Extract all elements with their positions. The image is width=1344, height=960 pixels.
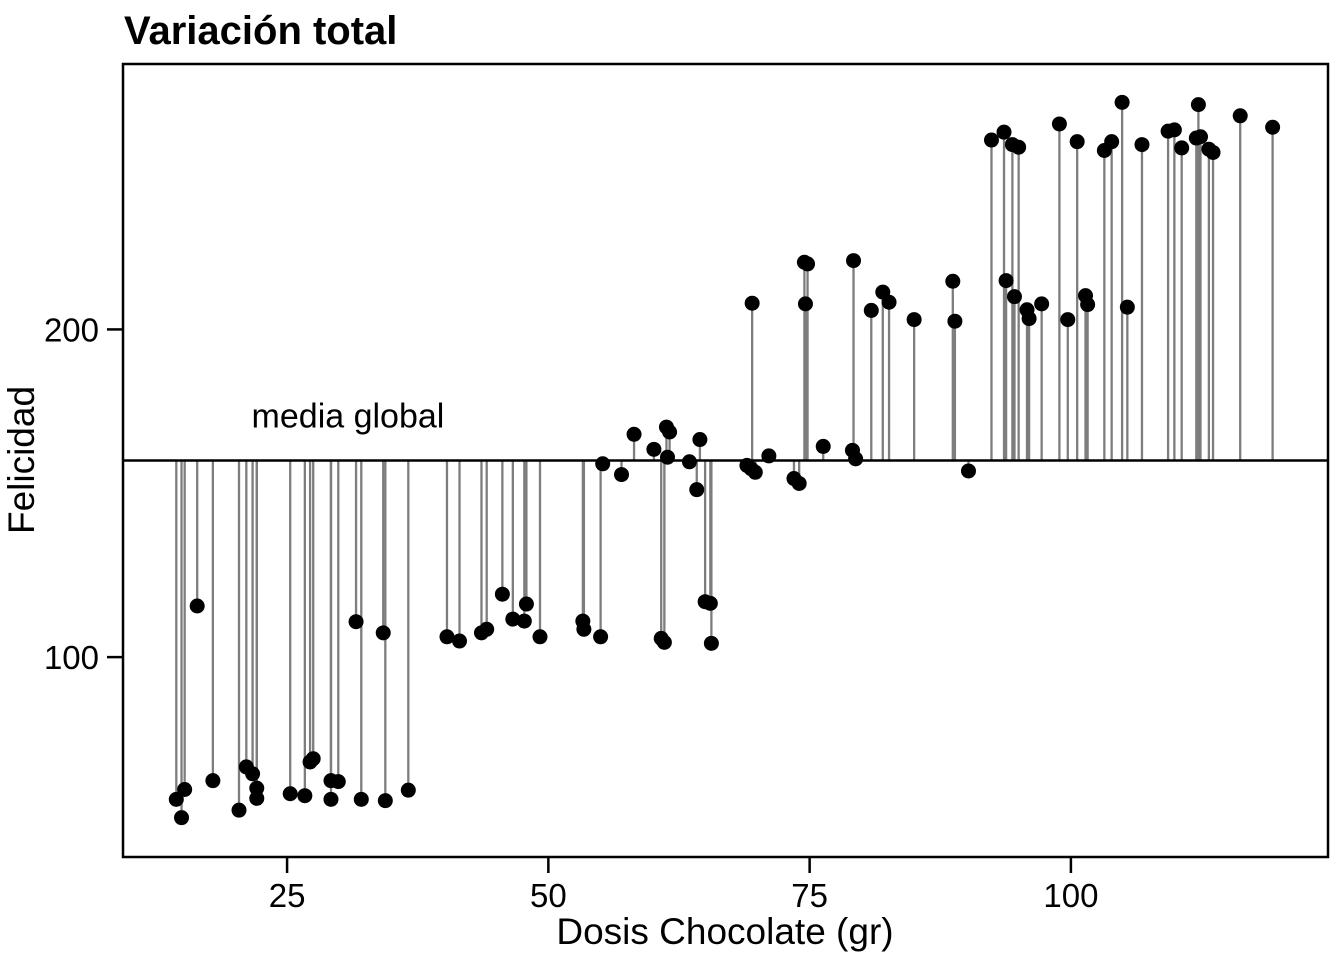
data-point bbox=[815, 438, 831, 454]
data-point bbox=[305, 751, 321, 767]
data-point bbox=[681, 454, 697, 470]
data-point bbox=[656, 634, 672, 650]
data-point bbox=[662, 424, 678, 440]
data-point bbox=[797, 296, 813, 312]
x-tick-label: 100 bbox=[1043, 877, 1098, 914]
data-point bbox=[983, 132, 999, 148]
data-point bbox=[1021, 311, 1037, 327]
data-point bbox=[1104, 134, 1120, 150]
data-point bbox=[174, 810, 190, 826]
data-point bbox=[626, 426, 642, 442]
data-point bbox=[692, 432, 708, 448]
data-point bbox=[1190, 97, 1206, 113]
data-point bbox=[1114, 94, 1130, 110]
data-point bbox=[945, 273, 961, 289]
data-point bbox=[377, 793, 393, 809]
data-point bbox=[330, 774, 346, 790]
y-axis-title: Felicidad bbox=[1, 386, 42, 534]
data-point bbox=[1051, 116, 1067, 132]
data-point bbox=[906, 312, 922, 328]
data-point bbox=[1174, 140, 1190, 156]
data-point bbox=[744, 295, 760, 311]
data-point bbox=[505, 611, 521, 627]
data-point bbox=[863, 302, 879, 318]
data-point bbox=[452, 633, 468, 649]
data-point bbox=[518, 596, 534, 612]
data-point bbox=[177, 781, 193, 797]
y-tick-label: 100 bbox=[44, 639, 99, 676]
data-point bbox=[646, 441, 662, 457]
data-point bbox=[189, 598, 205, 614]
data-point bbox=[1265, 119, 1281, 135]
data-point bbox=[1069, 134, 1085, 150]
data-point bbox=[800, 256, 816, 272]
data-point bbox=[593, 629, 609, 645]
data-point bbox=[1034, 296, 1050, 312]
data-point bbox=[245, 766, 261, 782]
data-point bbox=[1205, 144, 1221, 160]
segments-layer bbox=[175, 102, 1274, 818]
data-point bbox=[1060, 312, 1076, 328]
data-point bbox=[1080, 297, 1096, 313]
data-point bbox=[1119, 299, 1135, 315]
data-point bbox=[846, 253, 862, 269]
data-point bbox=[297, 788, 313, 804]
x-tick-label: 50 bbox=[530, 877, 567, 914]
x-tick-label: 25 bbox=[269, 877, 306, 914]
data-point bbox=[747, 464, 763, 480]
data-point bbox=[960, 463, 976, 479]
data-point bbox=[282, 786, 298, 802]
data-point bbox=[689, 482, 705, 498]
data-point bbox=[761, 448, 777, 464]
data-point bbox=[231, 802, 247, 818]
data-point bbox=[848, 451, 864, 467]
data-point bbox=[881, 294, 897, 310]
x-tick-label: 75 bbox=[791, 877, 828, 914]
data-point bbox=[1006, 289, 1022, 305]
data-point bbox=[1166, 122, 1182, 138]
data-point bbox=[353, 791, 369, 807]
x-axis-title: Dosis Chocolate (gr) bbox=[556, 911, 893, 952]
data-point bbox=[348, 614, 364, 630]
y-axis-ticks: 100 200 bbox=[44, 311, 123, 676]
data-point bbox=[516, 613, 532, 629]
data-point bbox=[1134, 137, 1150, 153]
x-axis-ticks: 25 50 75 100 bbox=[269, 857, 1098, 914]
data-point bbox=[595, 456, 611, 472]
y-tick-label: 200 bbox=[44, 311, 99, 348]
data-point bbox=[947, 313, 963, 329]
chart-title: Variación total bbox=[124, 9, 397, 53]
data-point bbox=[576, 621, 592, 637]
data-point bbox=[702, 595, 718, 611]
mean-annotation-label: media global bbox=[252, 398, 445, 436]
data-point bbox=[479, 621, 495, 637]
data-point bbox=[439, 629, 455, 645]
data-point bbox=[375, 625, 391, 641]
data-point bbox=[249, 790, 265, 806]
data-point bbox=[1011, 139, 1027, 155]
data-point bbox=[791, 475, 807, 491]
data-point bbox=[205, 773, 221, 789]
data-point bbox=[323, 791, 339, 807]
data-point bbox=[614, 467, 630, 483]
data-point bbox=[703, 635, 719, 651]
data-point bbox=[996, 124, 1012, 140]
data-point bbox=[168, 791, 184, 807]
data-point bbox=[659, 449, 675, 465]
points-layer bbox=[168, 94, 1281, 826]
data-point bbox=[998, 273, 1014, 289]
data-point bbox=[1232, 108, 1248, 124]
data-point bbox=[532, 629, 548, 645]
data-point bbox=[1192, 129, 1208, 145]
data-point bbox=[494, 586, 510, 602]
data-point bbox=[400, 782, 416, 798]
